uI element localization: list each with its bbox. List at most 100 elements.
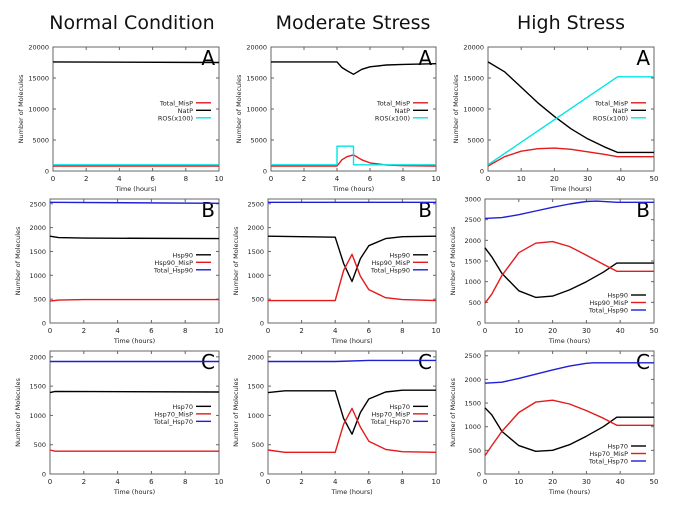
x-tick-label: 40	[616, 175, 625, 183]
legend-label: Hsp90_MisP	[589, 299, 628, 307]
y-tick-label: 500	[469, 299, 481, 307]
series-line-hsp90-misp	[484, 240, 654, 304]
series-line-hsp70-misp	[49, 449, 219, 452]
y-axis-label: Number of Molecules	[452, 74, 460, 143]
y-axis-label: Number of Molecules	[17, 74, 25, 143]
y-axis-label: Number of Molecules	[14, 226, 22, 295]
series-line-total-hsp90	[49, 201, 220, 204]
y-tick-label: 0	[263, 168, 267, 176]
y-tick-label: 1000	[247, 412, 264, 420]
y-axis-label: Number of Molecules	[235, 74, 243, 143]
x-tick-label: 20	[550, 175, 559, 183]
legend-label: Total_MisP	[159, 99, 193, 107]
x-tick-label: 10	[432, 327, 441, 335]
y-tick-label: 20000	[28, 44, 49, 52]
y-tick-label: 2000	[29, 353, 46, 361]
legend-label: Hsp70	[389, 403, 410, 411]
y-tick-label: 0	[260, 471, 264, 479]
y-tick-label: 1500	[247, 248, 264, 256]
x-tick-label: 6	[367, 327, 372, 335]
x-axis-label: Time (hours)	[330, 337, 372, 345]
y-tick-label: 10000	[246, 106, 267, 114]
x-tick-label: 8	[401, 175, 405, 183]
series-line-natp	[52, 61, 220, 64]
y-tick-label: 5000	[467, 137, 484, 145]
series-line-hsp70	[49, 390, 220, 394]
legend-label: Total_MisP	[376, 99, 410, 107]
y-tick-label: 1000	[29, 272, 46, 280]
legend-label: ROS(x100)	[593, 114, 628, 122]
legend-label: Hsp70_MisP	[589, 450, 628, 458]
series-line-hsp90	[267, 235, 437, 283]
x-tick-label: 4	[115, 327, 120, 335]
legend-label: Total_Hsp70	[370, 418, 410, 426]
legend-label: Hsp90_MisP	[371, 259, 410, 267]
x-tick-label: 10	[215, 327, 224, 335]
y-axis-label: Number of Molecules	[232, 226, 240, 295]
x-tick-label: 6	[149, 478, 154, 486]
legend-label: Total_Hsp90	[153, 266, 193, 274]
x-tick-label: 10	[215, 478, 224, 486]
y-tick-label: 10000	[28, 106, 49, 114]
x-tick-label: 40	[616, 478, 625, 486]
x-tick-label: 10	[215, 175, 224, 183]
panel-label: A	[418, 46, 432, 70]
y-tick-label: 2000	[29, 224, 46, 232]
x-tick-label: 0	[483, 478, 487, 486]
y-tick-label: 1500	[464, 258, 481, 266]
y-axis-label: Number of Molecules	[449, 226, 457, 295]
legend-label: Hsp70	[172, 403, 193, 411]
series-line-total-misp	[487, 147, 654, 167]
legend-label: ROS(x100)	[158, 114, 193, 122]
series-line-natp	[271, 61, 437, 76]
x-tick-label: 2	[82, 327, 86, 335]
y-tick-label: 1500	[464, 400, 481, 408]
legend-label: Hsp90_MisP	[154, 259, 193, 267]
x-tick-label: 6	[149, 327, 154, 335]
y-tick-label: 15000	[28, 75, 49, 83]
column-title-high: High Stress	[516, 12, 626, 34]
series-line-hsp90	[49, 235, 220, 240]
x-tick-label: 0	[51, 175, 55, 183]
chart-panel-c-0: 0 2 4 6 8 10 0 500 1000 1500 2000 Time (hours) Numbe…	[14, 350, 223, 496]
legend-label: Hsp70	[607, 443, 628, 451]
y-tick-label: 15000	[463, 75, 484, 83]
x-tick-label: 0	[48, 478, 52, 486]
y-tick-label: 1500	[247, 383, 264, 391]
series-line-natp	[487, 61, 654, 154]
y-tick-label: 15000	[246, 75, 267, 83]
legend-label: Hsp90	[607, 292, 628, 300]
panel-label: B	[418, 198, 432, 222]
y-tick-label: 0	[477, 320, 481, 328]
legend-label: Hsp70_MisP	[154, 410, 193, 418]
x-tick-label: 4	[115, 478, 120, 486]
x-tick-label: 0	[266, 327, 270, 335]
x-tick-label: 30	[582, 478, 591, 486]
y-tick-label: 0	[42, 320, 46, 328]
x-axis-label: Time (hours)	[330, 488, 372, 496]
y-axis-label: Number of Molecules	[14, 378, 22, 447]
x-tick-label: 0	[266, 478, 270, 486]
panel-label: A	[636, 46, 650, 70]
y-tick-label: 0	[477, 471, 481, 479]
x-tick-label: 10	[432, 175, 441, 183]
y-tick-label: 2000	[247, 353, 264, 361]
x-tick-label: 0	[269, 175, 273, 183]
y-axis-label: Number of Molecules	[449, 378, 457, 447]
plot-frame	[267, 198, 437, 324]
chart-panel-c-1: 0 2 4 6 8 10 0 500 1000 1500 2000 Time (hours) Numbe…	[232, 350, 440, 496]
x-tick-label: 2	[302, 175, 306, 183]
plot-frame	[267, 350, 437, 475]
y-tick-label: 2000	[464, 237, 481, 245]
x-axis-label: Time (hours)	[332, 185, 374, 193]
x-tick-label: 0	[486, 175, 490, 183]
y-tick-label: 0	[45, 168, 49, 176]
chart-panel-a-1: 0 2 4 6 8 10 0 5000 10000 15000 20000 Time (hours) N…	[235, 44, 440, 194]
x-axis-label: Time (hours)	[114, 185, 156, 193]
x-tick-label: 20	[548, 327, 557, 335]
y-tick-label: 1500	[29, 383, 46, 391]
series-line-ros-x100-	[271, 145, 436, 166]
y-tick-label: 1000	[247, 272, 264, 280]
chart-panel-a-0: 0 2 4 6 8 10 0 5000 10000 15000 20000 Time (hours) N…	[17, 44, 223, 194]
x-tick-label: 20	[548, 478, 557, 486]
